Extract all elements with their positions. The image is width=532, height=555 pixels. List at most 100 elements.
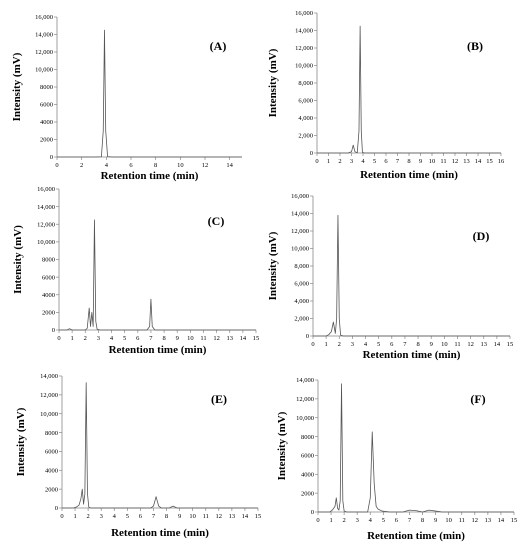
panel-e-xtick-label: 13 bbox=[229, 513, 236, 520]
panel-d-ytick-label: 16,000 bbox=[291, 193, 309, 200]
panel-a-xtick-label: 10 bbox=[177, 162, 184, 169]
panel-c-xtick-label: 6 bbox=[136, 335, 140, 342]
panel-d-xtick-label: 9 bbox=[430, 341, 433, 348]
panel-e-xtick-label: 14 bbox=[242, 513, 249, 520]
panel-a-ytick-label: 16,000 bbox=[35, 14, 53, 21]
panel-b-xtick-label: 3 bbox=[350, 158, 353, 165]
panel-f-ytick-label: 4000 bbox=[301, 471, 314, 478]
panel-e-ytick-label: 0 bbox=[55, 505, 58, 512]
panel-d-xtick-label: 5 bbox=[377, 341, 380, 348]
panel-f-xtick-label: 14 bbox=[498, 517, 505, 524]
panel-c-ytick-label: 6000 bbox=[42, 274, 55, 281]
panel-b-ytick-label: 8,000 bbox=[298, 80, 313, 87]
panel-f-xlabel: Retention time (min) bbox=[367, 530, 465, 542]
panel-b-ytick-label: 10,000 bbox=[295, 63, 313, 70]
panel-a-ytick-label: 6000 bbox=[40, 102, 53, 109]
panel-f-xtick-label: 7 bbox=[408, 517, 412, 524]
panel-d-xtick-label: 3 bbox=[351, 341, 354, 348]
panel-f-xtick-label: 5 bbox=[382, 517, 385, 524]
panel-c-ylabel: Intensity (mV) bbox=[12, 225, 24, 294]
panel-b-ytick-label: 2,000 bbox=[298, 133, 313, 140]
panel-b-xtick-label: 7 bbox=[396, 158, 400, 165]
panel-c-ytick-label: 8000 bbox=[42, 257, 55, 264]
panel-f-ylabel: Intensity (mV) bbox=[276, 411, 288, 480]
panel-d-xtick-label: 0 bbox=[311, 341, 314, 348]
panel-b-xtick-label: 15 bbox=[486, 158, 493, 165]
panel-d-xtick-label: 15 bbox=[507, 341, 514, 348]
panel-c-xtick-label: 14 bbox=[240, 335, 247, 342]
panel-f-ytick-label: 12,000 bbox=[296, 396, 314, 403]
panel-c-ytick-label: 16,000 bbox=[37, 186, 55, 193]
panel-b-trace bbox=[317, 25, 501, 154]
panel-a-xtick-label: 8 bbox=[154, 162, 157, 169]
panel-d-ytick-label: 4,000 bbox=[294, 298, 309, 305]
panel-d-xtick-label: 8 bbox=[416, 341, 419, 348]
panel-b-xtick-label: 14 bbox=[475, 158, 482, 165]
panel-a-ytick-label: 0 bbox=[50, 154, 53, 161]
panel-b-xtick-label: 12 bbox=[452, 158, 459, 165]
panel-c-xtick-label: 13 bbox=[226, 335, 233, 342]
panel-d-trace bbox=[313, 214, 510, 337]
panel-f-xtick-label: 3 bbox=[356, 517, 359, 524]
panel-a: 0 2000 4000 6000 8000 10,000 12,000 14,000 16,00… bbox=[11, 14, 242, 182]
panel-c-xtick-label: 12 bbox=[213, 335, 220, 342]
panel-d-xtick-label: 13 bbox=[480, 341, 487, 348]
panel-e-ytick-label: 12,000 bbox=[40, 392, 58, 399]
panel-b: 0 2,000 4,000 6,000 8,000 10,000 12,000 14,000 1… bbox=[267, 10, 505, 181]
panel-f-xtick-label: 15 bbox=[511, 517, 518, 524]
panel-e-ytick-label: 4000 bbox=[45, 467, 58, 474]
panel-a-ytick-label: 14,000 bbox=[35, 32, 53, 39]
panel-b-ytick-label: 12,000 bbox=[295, 45, 313, 52]
panel-a-xlabel: Retention time (min) bbox=[101, 170, 199, 182]
panel-f-ytick-label: 2000 bbox=[301, 490, 314, 497]
panel-a-ylabel: Intensity (mV) bbox=[11, 52, 23, 121]
panel-c-ytick-label: 12,000 bbox=[37, 221, 55, 228]
panel-f-xtick-label: 8 bbox=[421, 517, 424, 524]
panel-a-ytick-label: 12,000 bbox=[35, 49, 53, 56]
panel-e-xtick-label: 4 bbox=[113, 513, 117, 520]
panel-c-trace bbox=[59, 219, 256, 331]
panel-e-xlabel: Retention time (min) bbox=[111, 527, 209, 539]
panel-f-xtick-label: 11 bbox=[459, 517, 465, 524]
panel-a-xtick-label: 0 bbox=[55, 162, 58, 169]
panel-e-xtick-label: 10 bbox=[189, 513, 196, 520]
panel-e-xtick-label: 9 bbox=[178, 513, 181, 520]
panel-f-xtick-label: 12 bbox=[472, 517, 479, 524]
panel-e-ytick-label: 14,000 bbox=[40, 373, 58, 380]
panel-e-trace bbox=[62, 382, 258, 509]
panel-e-ytick-label: 6000 bbox=[45, 449, 58, 456]
panel-b-title: (B) bbox=[467, 39, 483, 53]
panel-b-xtick-label: 1 bbox=[327, 158, 330, 165]
panel-b-xlabel: Retention time (min) bbox=[360, 169, 458, 181]
panel-d-ytick-label: 8,000 bbox=[294, 263, 309, 270]
panel-d-ytick-label: 2,000 bbox=[294, 316, 309, 323]
panel-b-ylabel: Intensity (mV) bbox=[267, 48, 279, 117]
panel-d-xlabel: Retention time (min) bbox=[363, 349, 461, 361]
panel-b-ytick-label: 4,000 bbox=[298, 115, 313, 122]
panel-e-xtick-label: 8 bbox=[165, 513, 168, 520]
panel-a-xtick-label: 4 bbox=[105, 162, 109, 169]
panel-e-xtick-label: 3 bbox=[100, 513, 103, 520]
panel-d-ytick-label: 12,000 bbox=[291, 228, 309, 235]
panel-e-xtick-label: 0 bbox=[60, 513, 63, 520]
panel-b-ytick-label: 0 bbox=[310, 150, 313, 157]
panel-f-xtick-label: 6 bbox=[395, 517, 399, 524]
panel-c-xtick-label: 2 bbox=[84, 335, 87, 342]
panel-a-ytick-label: 8000 bbox=[40, 84, 53, 91]
panel-c-xtick-label: 8 bbox=[162, 335, 165, 342]
panel-e-xtick-label: 7 bbox=[152, 513, 156, 520]
panel-a-ytick-label: 4000 bbox=[40, 119, 53, 126]
panel-e-title: (E) bbox=[211, 392, 227, 406]
panel-b-xtick-label: 6 bbox=[384, 158, 388, 165]
panel-f-xtick-label: 9 bbox=[434, 517, 437, 524]
panel-a-ytick-label: 2000 bbox=[40, 137, 53, 144]
panel-c-title: (C) bbox=[208, 214, 225, 228]
panel-e-xtick-label: 1 bbox=[73, 513, 76, 520]
panel-c-ytick-label: 0 bbox=[52, 327, 55, 334]
panel-f-ytick-label: 8000 bbox=[301, 434, 314, 441]
panel-d-title: (D) bbox=[473, 229, 490, 243]
panel-e-xtick-label: 12 bbox=[216, 513, 223, 520]
panel-c-xtick-label: 0 bbox=[57, 335, 60, 342]
